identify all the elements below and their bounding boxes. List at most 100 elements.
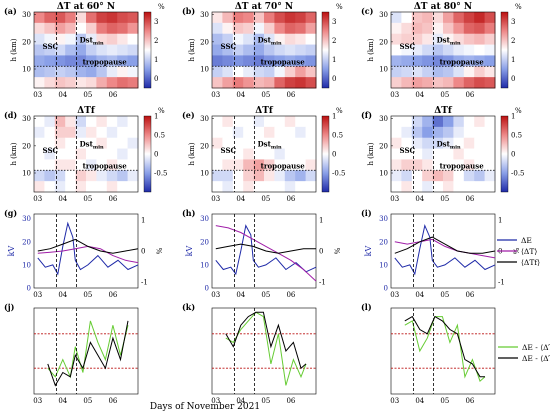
dst-annotation: Dstmin	[437, 139, 461, 150]
x-tick-label: 05	[261, 397, 270, 405]
series-line	[215, 243, 316, 254]
heatmap-cell	[127, 170, 139, 182]
heatmap-cell	[232, 22, 244, 35]
heatmap-cell	[117, 44, 129, 56]
ssc-annotation: SSC	[43, 42, 59, 51]
heatmap-cell	[422, 181, 434, 193]
heatmap-cell	[264, 12, 275, 24]
heatmap-cell	[411, 159, 423, 171]
x-tick-label: 06	[108, 195, 117, 203]
heatmap-cell	[117, 170, 129, 182]
heatmap-cell	[34, 44, 45, 56]
x-tick-label: 03	[33, 91, 42, 99]
heatmap-cell	[106, 22, 118, 35]
heatmap-cell	[54, 22, 66, 35]
heatmap-cell	[432, 148, 444, 160]
heatmap-cell	[54, 181, 66, 193]
tropopause-annotation: tropopause	[83, 57, 128, 66]
heatmap-cell	[75, 148, 87, 160]
heatmap-cell	[422, 55, 434, 67]
x-tick-label: 04	[58, 195, 67, 203]
heatmap-cell	[274, 66, 286, 78]
heatmap-cell	[411, 66, 423, 78]
plot-frame	[211, 11, 317, 89]
panel-label: (l)	[361, 302, 372, 312]
heatmap-cell	[284, 22, 296, 35]
colorbar-tick-label: 0	[154, 75, 158, 83]
heatmap-cell	[232, 66, 244, 78]
heatmap-cell	[264, 181, 275, 193]
heatmap-cell	[106, 12, 118, 24]
x-tick-label: 05	[261, 91, 270, 99]
heatmap-cell	[86, 66, 97, 78]
heatmap-cell	[274, 159, 286, 171]
heatmap-cell	[96, 77, 108, 89]
heatmap-cell	[127, 148, 139, 160]
x-tick-label: 06	[108, 397, 117, 405]
heatmap-cell	[264, 148, 275, 160]
heatmap-cell	[453, 170, 465, 182]
dst-subscript: min	[93, 40, 104, 46]
series-line	[225, 311, 307, 386]
heatmap-cell	[401, 116, 413, 128]
heatmap-cell	[401, 126, 413, 139]
heatmap-cell	[232, 77, 244, 89]
heatmap-cell	[86, 44, 97, 56]
heatmap-cell	[117, 159, 129, 171]
heatmap-cell	[453, 55, 465, 67]
heatmap-cell	[117, 33, 129, 46]
heatmap-cell	[391, 12, 402, 24]
heatmap-cell	[305, 148, 317, 160]
y-axis-label: kV	[185, 245, 194, 256]
x-tick-label: 06	[286, 291, 295, 299]
y-tick-label: 10	[22, 66, 31, 74]
heatmap-cell	[232, 148, 244, 160]
heatmap-cell	[443, 12, 454, 24]
colorbar	[500, 115, 509, 193]
heatmap-cell	[274, 22, 286, 35]
dst-annotation: Dstmin	[80, 139, 104, 150]
panel-label: (f)	[361, 110, 372, 120]
heatmap-cell	[411, 181, 423, 193]
heatmap-cell	[305, 159, 317, 171]
heatmap-cell	[65, 137, 77, 150]
ssc-annotation: SSC	[221, 146, 237, 155]
heatmap-cell	[274, 44, 286, 56]
heatmap-cell	[253, 33, 265, 46]
dst-annotation: Dstmin	[258, 35, 282, 46]
heatmap-cell	[212, 137, 223, 150]
heatmap-cell	[463, 66, 475, 78]
y-axis-label: h (km)	[10, 142, 18, 165]
heatmap-cell	[65, 148, 77, 160]
panel-label: (i)	[361, 208, 372, 218]
heatmap-cell	[305, 77, 317, 89]
series-line	[394, 223, 496, 276]
heatmap-cell	[453, 77, 465, 89]
heatmap-cell	[212, 148, 223, 160]
series-line	[404, 316, 486, 382]
heatmap-cell	[222, 116, 234, 128]
heatmap-cell	[34, 170, 45, 182]
heatmap-cell	[274, 77, 286, 89]
x-tick-label: 05	[83, 291, 92, 299]
series-line	[404, 315, 485, 378]
heatmap-cell	[305, 55, 317, 67]
heatmap-cell	[484, 22, 496, 35]
heatmap-cell	[243, 126, 255, 139]
heatmap-cell	[453, 12, 465, 24]
heatmap-cell	[422, 22, 434, 35]
heatmap-cell	[484, 170, 496, 182]
heatmap-cell	[65, 159, 77, 171]
colorbar-tick-label: -0.5	[511, 170, 525, 178]
heatmap-cell	[463, 33, 475, 46]
heatmap-cell	[274, 55, 286, 67]
heatmap-cell	[117, 55, 129, 67]
heatmap-cell	[96, 12, 108, 24]
heatmap-cell	[106, 181, 118, 193]
heatmap-cell	[284, 33, 296, 46]
heatmap-cell	[484, 181, 496, 193]
series-line	[394, 236, 496, 254]
colorbar-tick-label: 2	[332, 37, 336, 45]
heatmap-cell	[391, 116, 402, 128]
series-line	[394, 238, 496, 259]
